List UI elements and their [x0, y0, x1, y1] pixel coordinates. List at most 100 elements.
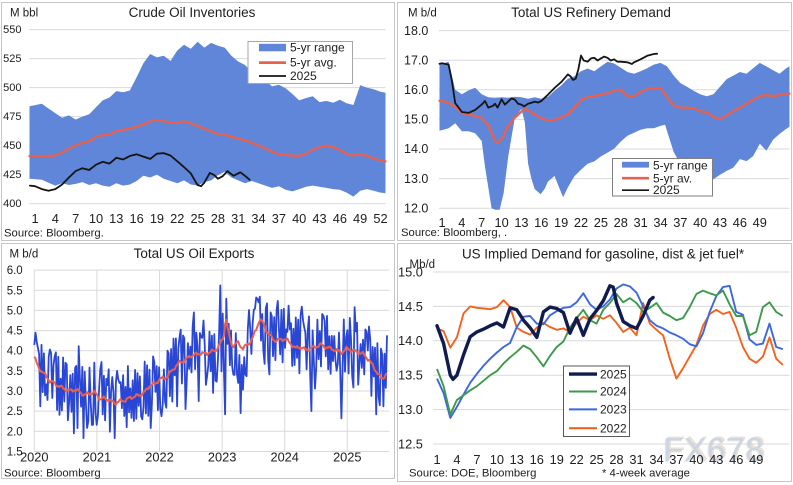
svg-text:37: 37 [272, 211, 286, 226]
svg-text:17.0: 17.0 [404, 53, 428, 67]
svg-text:13.0: 13.0 [398, 402, 423, 417]
svg-text:2024: 2024 [600, 385, 627, 399]
svg-text:Source: Bloomberg: Source: Bloomberg [4, 468, 101, 480]
svg-text:49: 49 [749, 452, 763, 467]
svg-text:28: 28 [211, 211, 225, 226]
svg-text:3.5: 3.5 [7, 366, 23, 378]
svg-text:2.5: 2.5 [7, 406, 23, 418]
svg-text:22: 22 [170, 211, 184, 226]
svg-text:1.5: 1.5 [7, 446, 23, 458]
svg-text:550: 550 [3, 24, 21, 36]
svg-text:Crude Oil Inventories: Crude Oil Inventories [129, 5, 256, 20]
svg-text:2024: 2024 [270, 450, 298, 465]
svg-text:5.5: 5.5 [7, 285, 23, 297]
svg-text:FX678: FX678 [665, 431, 766, 468]
svg-text:15.0: 15.0 [398, 264, 423, 279]
svg-text:2025: 2025 [600, 367, 627, 381]
svg-text:16: 16 [129, 211, 143, 226]
svg-text:2023: 2023 [208, 450, 236, 465]
svg-text:22: 22 [570, 452, 584, 467]
svg-text:16: 16 [534, 215, 548, 230]
svg-text:7: 7 [72, 211, 79, 226]
svg-text:13: 13 [510, 452, 524, 467]
svg-text:40: 40 [693, 215, 707, 230]
svg-text:12.5: 12.5 [398, 436, 423, 451]
svg-text:7: 7 [473, 452, 480, 467]
svg-text:10: 10 [89, 211, 103, 226]
svg-text:10: 10 [490, 452, 504, 467]
svg-text:2.0: 2.0 [7, 426, 23, 438]
svg-text:2025: 2025 [333, 450, 361, 465]
svg-text:2021: 2021 [83, 450, 111, 465]
svg-text:Mb/d: Mb/d [410, 259, 436, 271]
svg-text:31: 31 [633, 215, 647, 230]
svg-text:52: 52 [373, 211, 387, 226]
svg-text:4: 4 [458, 215, 465, 230]
svg-text:28: 28 [614, 215, 628, 230]
svg-text:19: 19 [150, 211, 164, 226]
svg-text:25: 25 [594, 215, 608, 230]
svg-text:M b/d: M b/d [10, 249, 39, 261]
svg-text:1: 1 [433, 452, 440, 467]
svg-text:6.0: 6.0 [7, 265, 23, 277]
svg-text:5-yr av.: 5-yr av. [653, 172, 692, 186]
svg-text:25: 25 [190, 211, 204, 226]
svg-text:475: 475 [3, 111, 21, 123]
svg-text:5.0: 5.0 [7, 305, 23, 317]
svg-text:43: 43 [709, 452, 723, 467]
svg-text:Total US Refinery Demand: Total US Refinery Demand [511, 5, 671, 20]
svg-text:14.0: 14.0 [398, 333, 423, 348]
svg-text:22: 22 [574, 215, 588, 230]
svg-text:4: 4 [52, 211, 59, 226]
svg-text:14.0: 14.0 [404, 142, 428, 156]
svg-text:4.0: 4.0 [7, 346, 23, 358]
svg-text:425: 425 [3, 169, 21, 181]
svg-text:10: 10 [494, 215, 508, 230]
svg-text:* 4-week average: * 4-week average [602, 468, 690, 480]
svg-text:46: 46 [733, 215, 747, 230]
svg-text:2022: 2022 [600, 421, 627, 435]
svg-text:37: 37 [673, 215, 687, 230]
svg-text:40: 40 [292, 211, 306, 226]
svg-text:18.0: 18.0 [404, 24, 428, 38]
svg-text:450: 450 [3, 140, 21, 152]
svg-text:46: 46 [333, 211, 347, 226]
svg-text:31: 31 [231, 211, 245, 226]
svg-text:M b/d: M b/d [408, 8, 437, 20]
svg-text:43: 43 [713, 215, 727, 230]
svg-text:2025: 2025 [653, 183, 680, 197]
svg-text:49: 49 [353, 211, 367, 226]
svg-text:49: 49 [753, 215, 767, 230]
svg-text:3.0: 3.0 [7, 386, 23, 398]
svg-text:FX678: FX678 [662, 433, 763, 470]
svg-text:Source: Bloomberg, .: Source: Bloomberg, . [401, 227, 507, 239]
svg-text:2022: 2022 [145, 450, 173, 465]
svg-text:Source: Bloomberg.: Source: Bloomberg. [4, 228, 104, 240]
svg-text:2023: 2023 [600, 403, 627, 417]
svg-text:34: 34 [251, 211, 265, 226]
svg-text:Total US Oil Exports: Total US Oil Exports [134, 246, 255, 261]
svg-text:34: 34 [649, 452, 663, 467]
svg-text:5-yr range: 5-yr range [653, 158, 708, 172]
svg-text:40: 40 [689, 452, 703, 467]
svg-text:2025: 2025 [290, 69, 317, 83]
svg-text:5-yr avg.: 5-yr avg. [290, 55, 337, 69]
svg-text:Source: DOE, Bloomberg: Source: DOE, Bloomberg [409, 468, 536, 480]
svg-text:34: 34 [653, 215, 667, 230]
svg-text:31: 31 [629, 452, 643, 467]
svg-text:5-yr range: 5-yr range [290, 41, 345, 55]
svg-text:16.0: 16.0 [404, 83, 428, 97]
svg-text:37: 37 [669, 452, 683, 467]
svg-text:46: 46 [729, 452, 743, 467]
svg-text:M bbl: M bbl [10, 8, 38, 20]
svg-text:4.5: 4.5 [7, 326, 23, 338]
svg-text:13.5: 13.5 [398, 368, 423, 383]
svg-text:12.0: 12.0 [404, 201, 428, 215]
svg-text:FX678: FX678 [663, 432, 764, 469]
svg-text:13.0: 13.0 [404, 172, 428, 186]
svg-text:15.0: 15.0 [404, 113, 428, 127]
svg-text:28: 28 [609, 452, 623, 467]
svg-text:19: 19 [550, 452, 564, 467]
svg-text:500: 500 [3, 82, 21, 94]
svg-text:25: 25 [589, 452, 603, 467]
